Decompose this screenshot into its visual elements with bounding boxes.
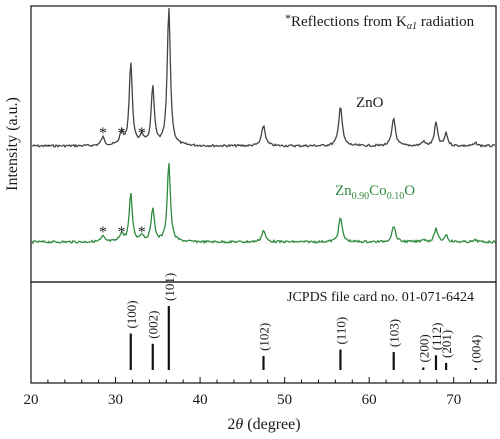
zn-co-o-pattern-line [31,163,496,245]
y-axis-label: Intensity (a.u.) [4,97,21,191]
zno-series-label: ZnO [356,95,384,111]
zno-pattern-line [31,8,496,149]
zn-co-o-star-2: * [117,224,125,241]
zno-star-markers: * * * [99,125,146,142]
reference-label-110: (110) [333,317,348,345]
zno-star-1: * [99,125,107,142]
reference-label-201: (201) [439,330,454,358]
radiation-note: *Reflections from Kα1 radiation [285,11,475,32]
reference-labels: (100) (002)(101) (102) (110) (103) (200)(112)… [124,273,484,363]
reference-label-100: (100) [124,300,139,328]
zn-co-o-series-label: Zn0.90Co0.10O [335,183,415,202]
zno-star-2: * [117,125,125,142]
reference-bars [129,306,477,370]
zn-co-o-star-3: * [138,224,146,241]
reference-label-002: (002) [146,311,161,339]
x-tick-label-60: 60 [362,392,377,408]
reference-label-103: (103) [387,319,402,347]
zn-co-o-star-markers: * * * [99,224,146,241]
zno-star-3: * [138,125,146,142]
reference-label-004: (004) [469,335,484,363]
x-tick-label-20: 20 [24,392,39,408]
bottom-panel-frame [30,281,497,384]
x-axis-ticks: 20 30 40 50 60 70 [24,377,489,408]
x-tick-label-30: 30 [108,392,123,408]
reference-label-112: (112) [429,323,444,351]
reference-label-101: (101) [162,273,177,301]
zn-co-o-star-1: * [99,224,107,241]
x-tick-label-70: 70 [446,392,461,408]
jcpds-title: JCPDS file card no. 01-071-6424 [287,290,474,305]
reference-label-102: (102) [257,323,272,351]
reference-label-200: (200) [416,334,431,362]
x-tick-label-50: 50 [277,392,292,408]
x-axis-label: 2θ (degree) [227,416,300,433]
x-tick-label-40: 40 [193,392,208,408]
